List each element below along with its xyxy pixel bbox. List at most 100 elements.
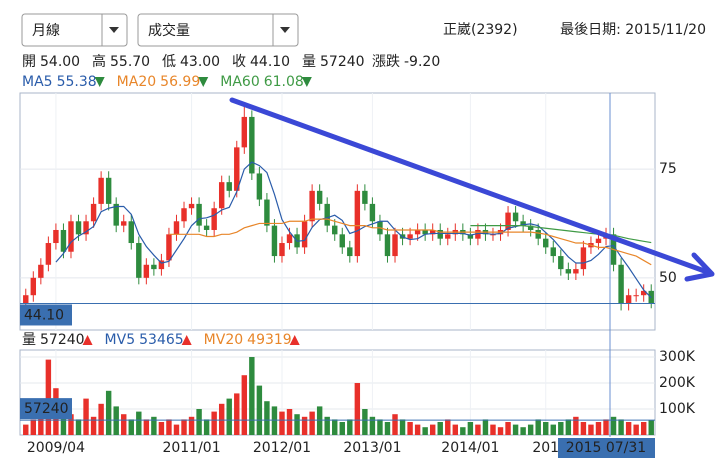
candle-body [98,177,104,204]
dropdown-label[interactable]: 成交量 [148,22,190,39]
volume-bar [482,419,489,435]
volume-bar [399,419,406,435]
volume-bar [264,401,270,435]
dropdown-arrow[interactable] [280,27,290,33]
ma-legend-part: MA20 [117,74,156,90]
candle-body [83,221,89,235]
candle-body [143,264,150,278]
volume-bar [316,406,323,435]
ma-legend-part: 55.38 [57,74,97,90]
volume-bar [90,416,97,435]
volume-bar [422,427,428,435]
candle-body [173,221,180,235]
volume-bar [256,385,263,435]
candle-body [211,208,217,230]
volume-bar [520,427,526,435]
volume-bar [98,403,104,435]
quote-item-part: 收 [232,54,246,70]
period-dropdown[interactable]: 月線 [21,13,128,47]
volume-legend: 量 57240 [22,332,85,348]
quote-item-part: 43.00 [180,54,220,70]
volume-bar [535,419,541,435]
stock-name: 正崴(2392) [443,22,518,38]
volume-bar [467,422,474,435]
candle-body [113,203,119,226]
candle-body [407,234,413,239]
volume-bar [75,419,82,435]
last-date: 最後日期: 2015/11/20 [560,22,706,38]
arrow-head [684,252,715,282]
candle-body [625,295,632,304]
quote-item-part: 57240 [320,54,365,70]
candle-body [60,229,67,252]
candle-body [188,203,195,209]
candle-body [316,190,323,204]
quote-item-part: -9.20 [404,54,440,70]
candle-body [75,221,82,235]
candle-body [384,234,391,257]
volume-bar [166,419,172,435]
ma-legend: MA20 56.99 [117,74,201,90]
volume-bar [309,411,315,435]
candle-body [264,199,270,226]
candle-body [324,203,330,226]
volume-bar [151,416,157,435]
volume-bar [550,424,556,435]
x-tick-label: 2011/01 [162,440,220,456]
volume-bar [226,398,232,435]
volume-bar [121,414,127,435]
candle-body [309,190,315,222]
candle-body [136,243,142,278]
volume-bar [497,427,504,435]
labels-layer: 開 54.00 高 55.70 低 43.00 收 44.10 量 57240 漲跌 -9.20MA5… [20,53,696,458]
volume-bar [452,424,459,435]
volume-bar [625,422,632,435]
dropdown-box[interactable] [137,13,299,47]
quote-item: 漲跌 -9.20 [372,54,440,70]
volume-legend-part: 57240 [40,332,85,348]
candle-body [475,229,481,239]
volume-bar [414,424,421,435]
candle-body [354,190,361,257]
ma-legend-part: 61.08 [264,74,304,90]
volume-bar [377,419,383,435]
dropdown-box[interactable] [21,13,128,47]
candle-body [271,225,278,257]
legend-arrow [181,335,192,345]
volume-bar [580,422,587,435]
ma-legend-part: MA5 [22,74,53,90]
candle-body [429,229,436,235]
candle-body [339,234,345,248]
candle-body [640,290,647,296]
candle-body [527,225,534,230]
dropdown-label[interactable]: 月線 [32,23,60,39]
volume-legend: MV5 53465 [105,332,184,348]
candle-body [392,234,398,257]
candle-body [203,225,210,230]
y2-tick-label: 200K [659,375,696,391]
candle-body [249,116,255,174]
volume-bar [196,409,202,435]
candle-body [38,264,44,278]
candle-body [520,221,526,226]
volume-bar [392,414,398,435]
quote-item-part: 54.00 [40,54,80,70]
volume-bar [407,422,413,435]
ma-legend: MA5 55.38 [22,74,97,90]
candle-body [105,177,112,204]
quote-item-part: 44.10 [250,54,290,70]
cursor-date-box [558,438,655,458]
quote-item: 低 43.00 [162,54,220,70]
x-tick-label: 2014/01 [441,440,499,456]
quote-item: 開 54.00 [22,54,80,70]
dropdown-arrow[interactable] [109,27,119,33]
volume-bar [128,419,134,435]
quote-item-part: 55.70 [110,54,150,70]
candle-body [286,234,293,244]
volume-bar [271,406,278,435]
volume-bar [505,422,511,435]
volume-bar [437,422,443,435]
indicator-dropdown[interactable]: 成交量 [137,13,299,47]
cursor-volume-label: 57240 [24,401,69,417]
quote-item-part: 漲跌 [372,54,400,70]
